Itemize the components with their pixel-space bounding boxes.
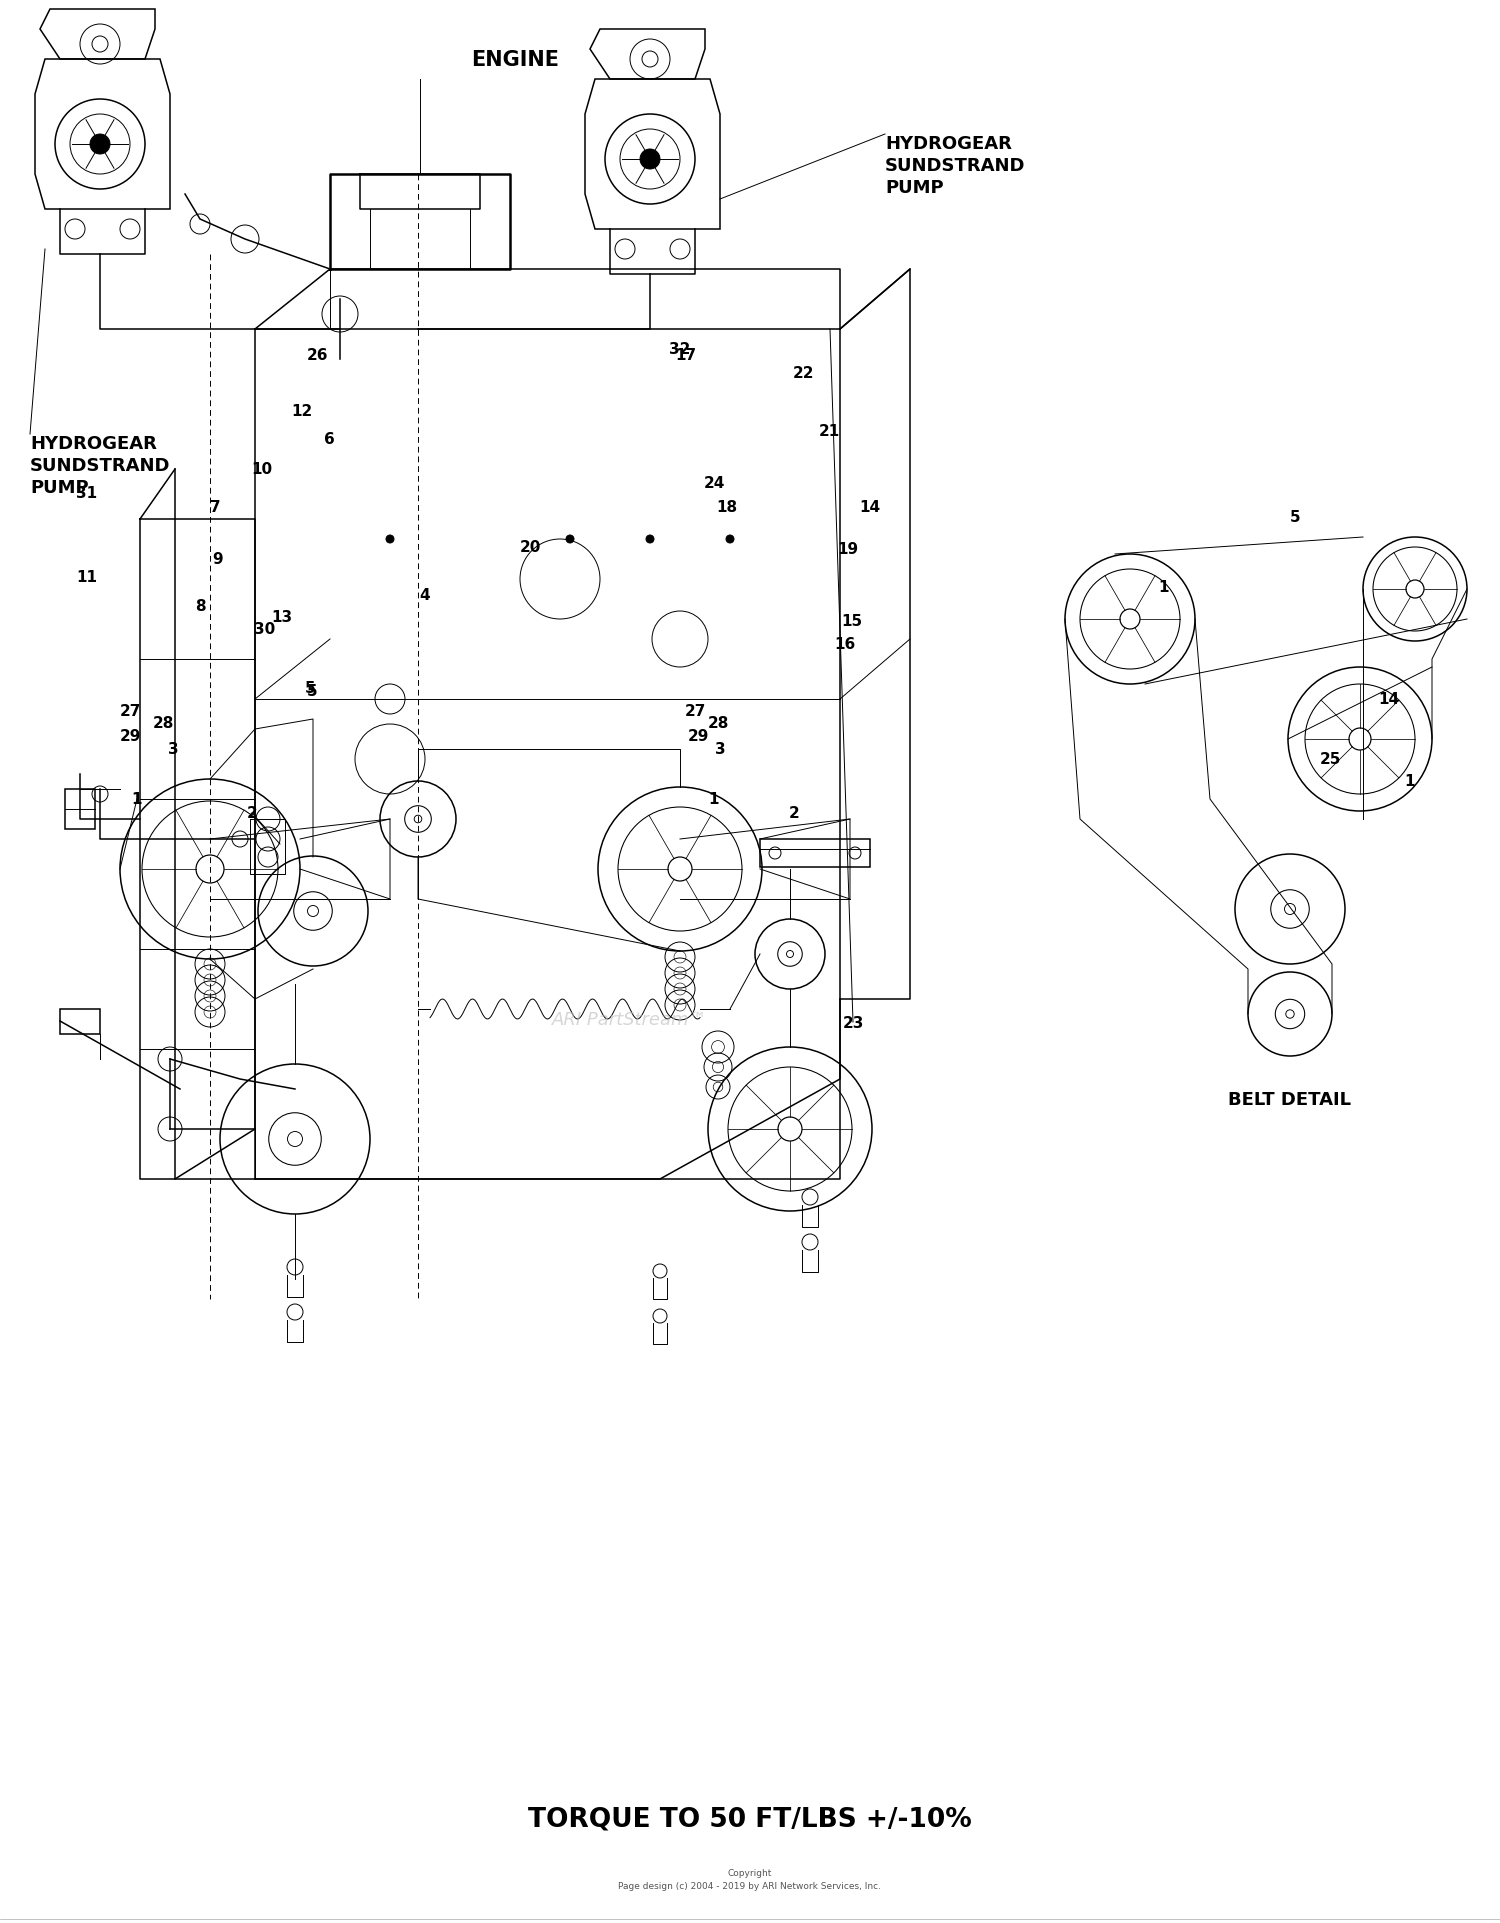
Text: 23: 23 (843, 1015, 864, 1031)
Text: 22: 22 (792, 365, 813, 381)
Text: Copyright
Page design (c) 2004 - 2019 by ARI Network Services, Inc.: Copyright Page design (c) 2004 - 2019 by… (618, 1869, 882, 1890)
Bar (60, 1010, 100, 1035)
Text: 14: 14 (1378, 692, 1400, 708)
Text: ENGINE: ENGINE (471, 50, 560, 69)
Text: 28: 28 (708, 715, 729, 731)
Circle shape (566, 537, 574, 544)
Text: 3: 3 (714, 742, 726, 758)
Text: 30: 30 (255, 623, 276, 637)
Text: 5: 5 (306, 685, 318, 700)
Text: 15: 15 (842, 613, 862, 629)
Text: 2: 2 (789, 806, 800, 821)
Text: 7: 7 (210, 500, 220, 515)
Text: 19: 19 (837, 542, 858, 558)
Circle shape (90, 135, 110, 156)
Text: 28: 28 (153, 715, 174, 731)
Text: 26: 26 (308, 348, 328, 362)
Circle shape (646, 537, 654, 544)
Text: 12: 12 (291, 404, 312, 419)
Text: 10: 10 (252, 462, 273, 477)
Text: 8: 8 (195, 600, 206, 613)
Text: 29: 29 (120, 729, 141, 744)
Text: HYDROGEAR
SUNDSTRAND
PUMP: HYDROGEAR SUNDSTRAND PUMP (885, 135, 1026, 198)
Bar (760, 840, 870, 867)
Text: 20: 20 (519, 540, 540, 556)
Text: 11: 11 (76, 571, 98, 585)
Circle shape (386, 537, 394, 544)
Text: 5: 5 (1290, 510, 1300, 525)
Text: 29: 29 (687, 729, 708, 744)
Text: 14: 14 (859, 500, 880, 515)
Circle shape (640, 150, 660, 169)
Text: 5: 5 (304, 681, 315, 696)
Bar (64, 790, 94, 829)
Text: 27: 27 (684, 704, 705, 719)
Text: 32: 32 (669, 342, 690, 358)
Text: 25: 25 (1320, 752, 1341, 767)
Text: 4: 4 (420, 588, 430, 604)
Circle shape (726, 537, 734, 544)
Text: 16: 16 (834, 637, 855, 652)
Text: 27: 27 (120, 704, 141, 719)
Text: 13: 13 (272, 610, 292, 625)
Text: TORQUE TO 50 FT/LBS +/-10%: TORQUE TO 50 FT/LBS +/-10% (528, 1806, 972, 1833)
Text: 2: 2 (246, 806, 258, 821)
Text: 24: 24 (704, 477, 724, 490)
Text: 21: 21 (819, 425, 840, 438)
Text: 1: 1 (708, 792, 720, 808)
Text: 6: 6 (324, 433, 334, 448)
Text: 18: 18 (717, 500, 738, 515)
Text: 1: 1 (1158, 581, 1170, 596)
Text: 9: 9 (213, 552, 223, 567)
Text: 1: 1 (132, 792, 142, 808)
Text: 31: 31 (76, 485, 98, 500)
Text: 3: 3 (168, 742, 178, 758)
Text: 1: 1 (1404, 775, 1416, 788)
Text: BELT DETAIL: BELT DETAIL (1228, 1090, 1352, 1108)
Text: ARI PartStream™: ARI PartStream™ (552, 1010, 708, 1029)
Text: 17: 17 (675, 348, 696, 362)
Text: HYDROGEAR
SUNDSTRAND
PUMP: HYDROGEAR SUNDSTRAND PUMP (30, 435, 171, 498)
